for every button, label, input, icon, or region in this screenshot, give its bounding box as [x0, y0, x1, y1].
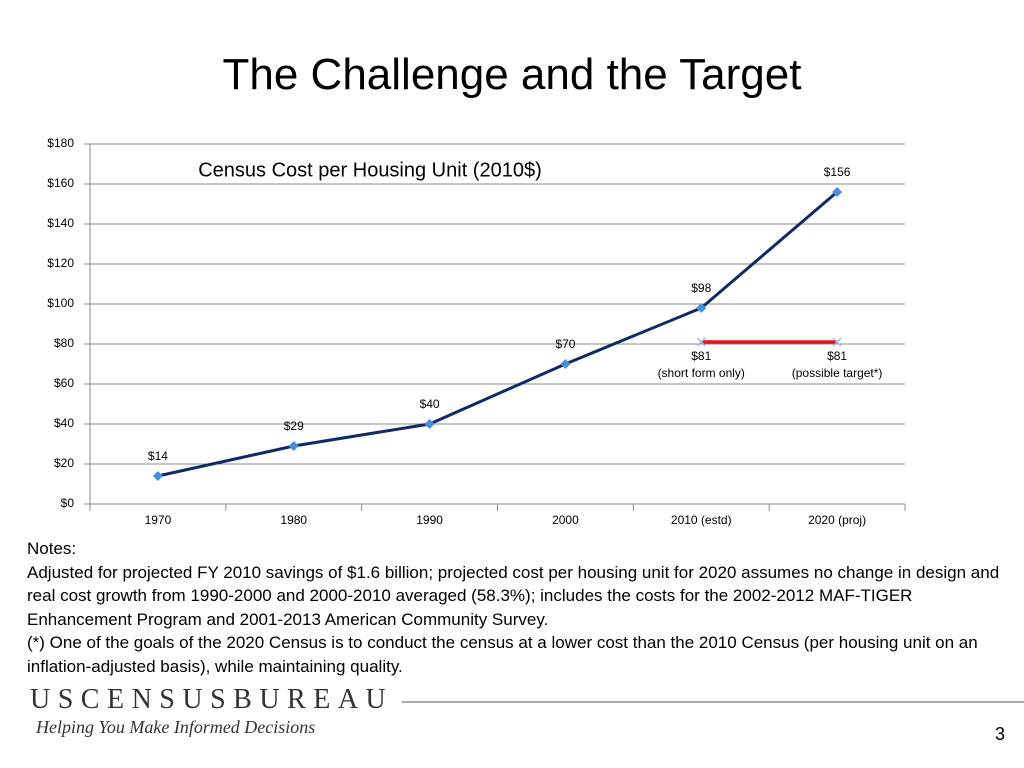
data-label: $156 — [824, 165, 851, 179]
data-label: $40 — [420, 397, 440, 411]
y-tick-label: $120 — [47, 256, 74, 270]
brand: USCENSUSBUREAU — [30, 684, 394, 715]
data-label: $29 — [284, 419, 304, 433]
page-number: 3 — [995, 724, 1006, 744]
x-tick-label: 2010 (estd) — [671, 513, 732, 527]
marker — [152, 471, 163, 481]
notes-paragraph: Adjusted for projected FY 2010 savings o… — [27, 562, 1000, 629]
marker — [696, 303, 707, 313]
y-tick-label: $140 — [47, 216, 74, 230]
x-tick-label: 1970 — [145, 513, 172, 527]
marker — [288, 441, 299, 451]
x-tick-label: 1990 — [416, 513, 443, 527]
data-label: $70 — [555, 337, 575, 351]
y-tick-label: $160 — [47, 176, 74, 190]
footer-rule — [402, 701, 1024, 703]
marker — [832, 337, 842, 347]
series-line — [157, 190, 839, 478]
annotation: (possible target*) — [792, 366, 883, 380]
marker — [696, 337, 706, 347]
data-label: $14 — [148, 449, 168, 463]
y-tick-label: $0 — [61, 496, 75, 510]
x-tick-label: 2000 — [552, 513, 579, 527]
x-tick-label: 2020 (proj) — [808, 513, 866, 527]
chart-title: Census Cost per Housing Unit (2010$) — [198, 159, 542, 181]
annotation: (short form only) — [658, 366, 745, 380]
y-tick-label: $180 — [47, 136, 74, 150]
y-tick-label: $80 — [54, 336, 74, 350]
y-tick-label: $40 — [54, 416, 74, 430]
data-label: $98 — [691, 281, 711, 295]
marker — [424, 419, 435, 429]
y-tick-label: $20 — [54, 456, 74, 470]
marker — [832, 187, 843, 197]
slide-title: The Challenge and the Target — [222, 50, 802, 99]
notes-heading: Notes: — [27, 539, 77, 558]
y-tick-label: $60 — [54, 376, 74, 390]
y-tick-label: $100 — [47, 296, 74, 310]
tagline: Helping You Make Informed Decisions — [36, 717, 316, 737]
marker — [560, 359, 571, 369]
notes: Notes: Adjusted for projected FY 2010 sa… — [27, 537, 1022, 678]
notes-paragraph: (*) One of the goals of the 2020 Census … — [27, 633, 978, 676]
data-label: $81 — [827, 349, 847, 363]
data-label: $81 — [691, 349, 711, 363]
x-tick-label: 1980 — [280, 513, 307, 527]
